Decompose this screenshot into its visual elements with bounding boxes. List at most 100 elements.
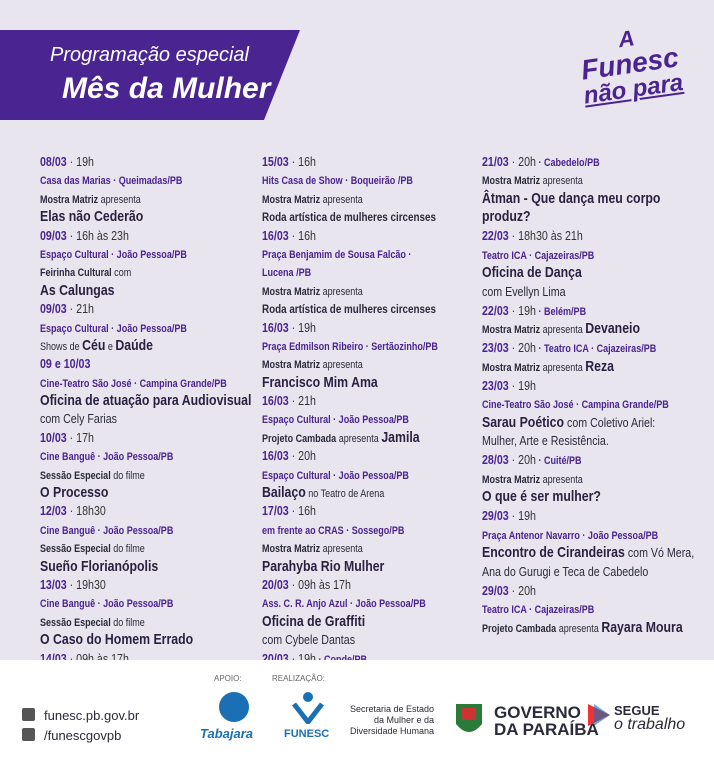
- event-text: As Calungas: [40, 281, 115, 299]
- event-text: · 20h: [508, 340, 536, 356]
- event-text: · 18h30 às 21h: [508, 228, 583, 244]
- event-line: Ana do Gurugi e Teca de Cabedelo: [482, 563, 694, 581]
- event: 16/03 · 21h Espaço Cultural · João Pessoa…: [262, 392, 477, 447]
- website[interactable]: funesc.pb.gov.br: [44, 708, 140, 723]
- social-handle[interactable]: /funescgovpb: [44, 728, 122, 743]
- header-banner: Programação especial Mês da Mulher: [0, 30, 300, 120]
- event-text: Espaço Cultural · João Pessoa/PB: [262, 414, 409, 427]
- event-line: Feirinha Cultural com: [40, 263, 251, 281]
- event-text: · 20h: [508, 582, 536, 598]
- event-text: 13/03: [40, 576, 67, 592]
- event-line: Teatro ICA · Cajazeiras/PB: [482, 600, 694, 618]
- event-text: Hits Casa de Show · Boqueirão /PB: [262, 175, 413, 188]
- event-line: Ass. C. R. Anjo Azul · João Pessoa/PB: [262, 594, 438, 612]
- event-line: 17/03 · 16h: [262, 502, 438, 520]
- event-text: Sessão Especial: [40, 469, 111, 482]
- event-line: 16/03 · 20h: [262, 447, 438, 465]
- event-text: 16/03: [262, 448, 289, 464]
- event-text: apresenta: [540, 361, 586, 374]
- event-text: com Cybele Dantas: [262, 632, 356, 648]
- event-text: Oficina de Dança: [482, 264, 582, 282]
- event-line: Mostra Matriz apresenta: [262, 282, 438, 300]
- event-line: Casa das Marias · Queimadas/PB: [40, 171, 251, 189]
- event-text: 08/03: [40, 154, 67, 169]
- event: 09/03 · 21h Espaço Cultural · João Pessoa…: [40, 300, 298, 355]
- event-line: O que é ser mulher?: [482, 488, 694, 506]
- event-line: O Processo: [40, 484, 251, 502]
- event-line: 15/03 · 16h: [262, 153, 438, 171]
- event-text: apresenta: [556, 622, 602, 635]
- event-line: Mostra Matriz apresenta Reza: [482, 358, 694, 376]
- event-line: Sueño Florianópolis: [40, 558, 251, 576]
- event-text: Mostra Matriz: [482, 361, 541, 374]
- event: 10/03 · 17h Cine Banguê · João Pessoa/PB S…: [40, 429, 298, 503]
- event-line: Roda artística de mulheres circenses: [262, 208, 438, 226]
- event-text: · 21h: [66, 301, 94, 317]
- event-line: Oficina de Dança: [482, 264, 694, 282]
- event-text: Mostra Matriz: [262, 193, 321, 206]
- event-line: Praça Antenor Navarro · João Pessoa/PB: [482, 526, 694, 544]
- event-text: Espaço Cultural · João Pessoa/PB: [40, 248, 187, 261]
- event-text: do filme: [110, 616, 145, 629]
- event-line: 22/03 · 18h30 às 21h: [482, 227, 694, 245]
- event-line: 23/03 · 20h · Teatro ICA · Cajazeiras/PB: [482, 339, 694, 357]
- event-text: Sarau Poético: [482, 413, 565, 431]
- event: 16/03 · 16h Praça Benjamim de Sousa Falcã…: [262, 227, 477, 319]
- event-text: Ana do Gurugi e Teca de Cabedelo: [482, 563, 649, 579]
- event-text: apresenta: [540, 473, 583, 486]
- event-text: · 20h: [508, 154, 536, 169]
- event-line: Espaço Cultural · João Pessoa/PB: [40, 319, 251, 337]
- event: 29/03 · 20h Teatro ICA · Cajazeiras/PB Pro…: [482, 582, 714, 637]
- event-text: 09/03: [40, 301, 67, 317]
- event-line: Oficina de Graffiti: [262, 613, 438, 631]
- event-line: Encontro de Cirandeiras com Vó Mera,: [482, 544, 694, 562]
- event: 09/03 · 16h às 23h Espaço Cultural · João…: [40, 227, 298, 301]
- event-text: no Teatro de Arena: [305, 488, 385, 501]
- segue-icon: [588, 704, 610, 726]
- event-text: 17/03: [262, 503, 289, 519]
- event-line: 12/03 · 18h30: [40, 502, 251, 520]
- event-text: 12/03: [40, 503, 67, 519]
- support-label: APOIO:: [214, 674, 242, 683]
- event-line: Espaço Cultural · João Pessoa/PB: [262, 410, 438, 428]
- event-line: Cine Banguê · João Pessoa/PB: [40, 447, 251, 465]
- event-text: 22/03: [482, 302, 509, 318]
- coat-of-arms: [456, 704, 482, 732]
- event-text: Bailaço: [262, 484, 306, 502]
- event-line: Espaço Cultural · João Pessoa/PB: [262, 466, 438, 484]
- event-line: 16/03 · 21h: [262, 392, 438, 410]
- event-line: Oficina de atuação para Audiovisual: [40, 392, 251, 410]
- event-line: 13/03 · 19h30: [40, 576, 251, 594]
- event-text: Roda artística de mulheres circenses: [262, 302, 436, 317]
- segue: SEGUE o trabalho: [614, 704, 685, 733]
- event-text: apresenta: [540, 324, 586, 337]
- event-text: Mostra Matriz: [482, 324, 541, 337]
- event-text: e: [105, 340, 116, 353]
- event-text: · 16h: [288, 154, 316, 169]
- event-text: apresenta: [336, 432, 382, 445]
- event-text: · Teatro ICA · Cajazeiras/PB: [535, 343, 657, 356]
- event-text: Mostra Matriz: [482, 473, 541, 486]
- secretaria-line: Diversidade Humana: [349, 725, 434, 736]
- event-line: Praça Benjamim de Sousa Falcão ·: [262, 245, 438, 263]
- event-line: 21/03 · 20h · Cabedelo/PB: [482, 153, 694, 171]
- event-text: Cine-Teatro São José · Campina Grande/PB: [40, 377, 227, 390]
- event-text: apresenta: [320, 359, 363, 372]
- event: 20/03 · 09h às 17h Ass. C. R. Anjo Azul ·…: [262, 576, 477, 650]
- event-text: · 16h: [288, 227, 316, 243]
- event-text: 22/03: [482, 228, 509, 244]
- event-line: Teatro ICA · Cajazeiras/PB: [482, 246, 694, 264]
- event-text: Cine Banguê · João Pessoa/PB: [40, 598, 174, 611]
- event: 28/03 · 20h · Cuité/PB Mostra Matriz apre…: [482, 451, 714, 506]
- event-text: 20/03: [262, 576, 289, 592]
- event-line: Elas não Cederão: [40, 208, 251, 226]
- funesc-logo: A Funesc não para: [570, 21, 689, 109]
- event-text: 16/03: [262, 393, 289, 409]
- event-line: Praça Edmilson Ribeiro · Sertãozinho/PB: [262, 337, 438, 355]
- event-text: Rayara Moura: [601, 618, 683, 636]
- event-text: Teatro ICA · Cajazeiras/PB: [482, 249, 595, 262]
- event-line: 09/03 · 21h: [40, 300, 251, 318]
- event-text: · 19h: [508, 378, 536, 393]
- event-text: Parahyba Rio Mulher: [262, 557, 385, 575]
- event: 21/03 · 20h · Cabedelo/PB Mostra Matriz a…: [482, 153, 714, 227]
